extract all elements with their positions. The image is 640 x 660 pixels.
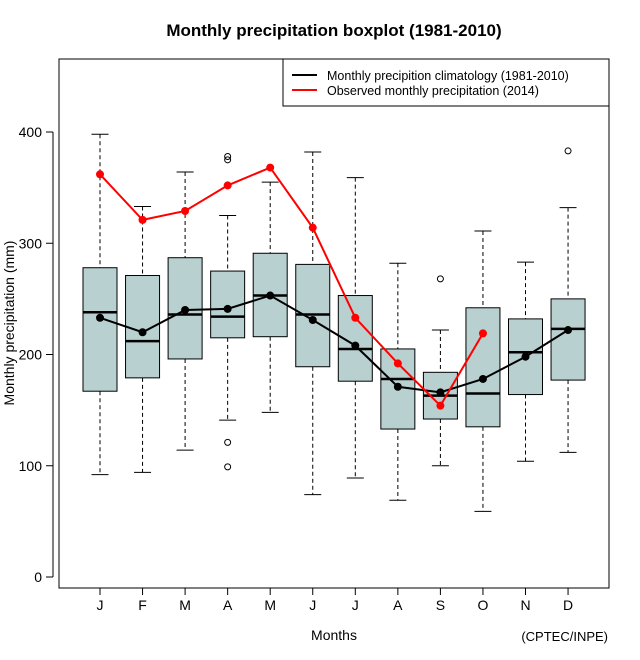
outlier-point	[224, 438, 232, 446]
box-10	[508, 261, 543, 462]
y-tick-label: 300	[19, 235, 43, 251]
climatology-point	[138, 328, 147, 337]
outlier-point	[224, 156, 232, 164]
climatology-point	[308, 316, 317, 325]
observed-point	[393, 359, 402, 368]
observed-point	[96, 170, 104, 179]
x-tick-label: J	[97, 597, 104, 613]
y-axis-label: Monthly precipitation (mm)	[1, 241, 17, 406]
box-8	[422, 275, 458, 467]
outlier-point	[224, 152, 232, 160]
box-11	[550, 147, 586, 453]
observed-point	[181, 206, 190, 215]
box-1	[125, 206, 161, 473]
outlier-point	[436, 275, 444, 283]
observed-point	[308, 223, 317, 232]
x-tick-label: J	[309, 597, 316, 613]
x-tick-label: F	[138, 597, 147, 613]
legend-label-observed: Observed monthly precipitation (2014)	[327, 84, 539, 98]
x-tick-label: N	[520, 597, 530, 613]
climatology-point	[436, 388, 445, 397]
climatology-point	[564, 326, 573, 335]
climatology-point	[521, 352, 530, 361]
outlier-point	[224, 463, 232, 471]
x-tick-label: O	[478, 597, 489, 613]
climatology-point	[96, 313, 104, 322]
outlier-point	[564, 147, 572, 155]
x-axis-label: Months	[311, 627, 357, 643]
legend-box	[282, 58, 610, 107]
boxes	[82, 133, 586, 512]
y-tick-label: 0	[34, 569, 42, 585]
y-tick-label: 200	[19, 347, 43, 363]
observed-point	[266, 163, 275, 172]
climatology-point	[266, 291, 275, 300]
climatology-point	[223, 304, 232, 313]
series-lines	[96, 163, 573, 410]
y-tick-label: 100	[19, 458, 43, 474]
x-tick-label: A	[223, 597, 233, 613]
box-iqr	[465, 307, 501, 428]
x-tick-label: A	[393, 597, 403, 613]
legend: Monthly precipition climatology (1981-20…	[282, 58, 610, 107]
box-0	[82, 133, 118, 476]
climatology-point	[181, 306, 190, 314]
x-tick-label: S	[436, 597, 445, 613]
x-tick-label: D	[563, 597, 573, 613]
box-6	[337, 177, 373, 479]
observed-point	[478, 329, 487, 338]
y-axis: 0 100 200 300 400	[19, 124, 54, 585]
box-iqr	[82, 267, 118, 392]
climatology-line	[99, 294, 569, 394]
observed-line	[99, 166, 484, 408]
climatology-point	[351, 341, 360, 350]
legend-label-climatology: Monthly precipition climatology (1981-20…	[327, 69, 569, 83]
climatology-point	[478, 374, 487, 383]
observed-point	[138, 215, 147, 224]
x-tick-label: M	[179, 597, 191, 613]
observed-point	[436, 401, 445, 410]
x-tick-label: J	[352, 597, 359, 613]
x-tick-label: M	[264, 597, 276, 613]
y-tick-label: 400	[19, 124, 43, 140]
credit-text: (CPTEC/INPE)	[521, 629, 608, 644]
observed-point	[223, 181, 232, 190]
climatology-point	[393, 382, 402, 391]
observed-point	[351, 313, 360, 322]
box-7	[380, 262, 416, 501]
chart-title: Monthly precipitation boxplot (1981-2010…	[166, 21, 501, 40]
box-iqr	[550, 298, 586, 381]
box-9	[465, 230, 501, 512]
